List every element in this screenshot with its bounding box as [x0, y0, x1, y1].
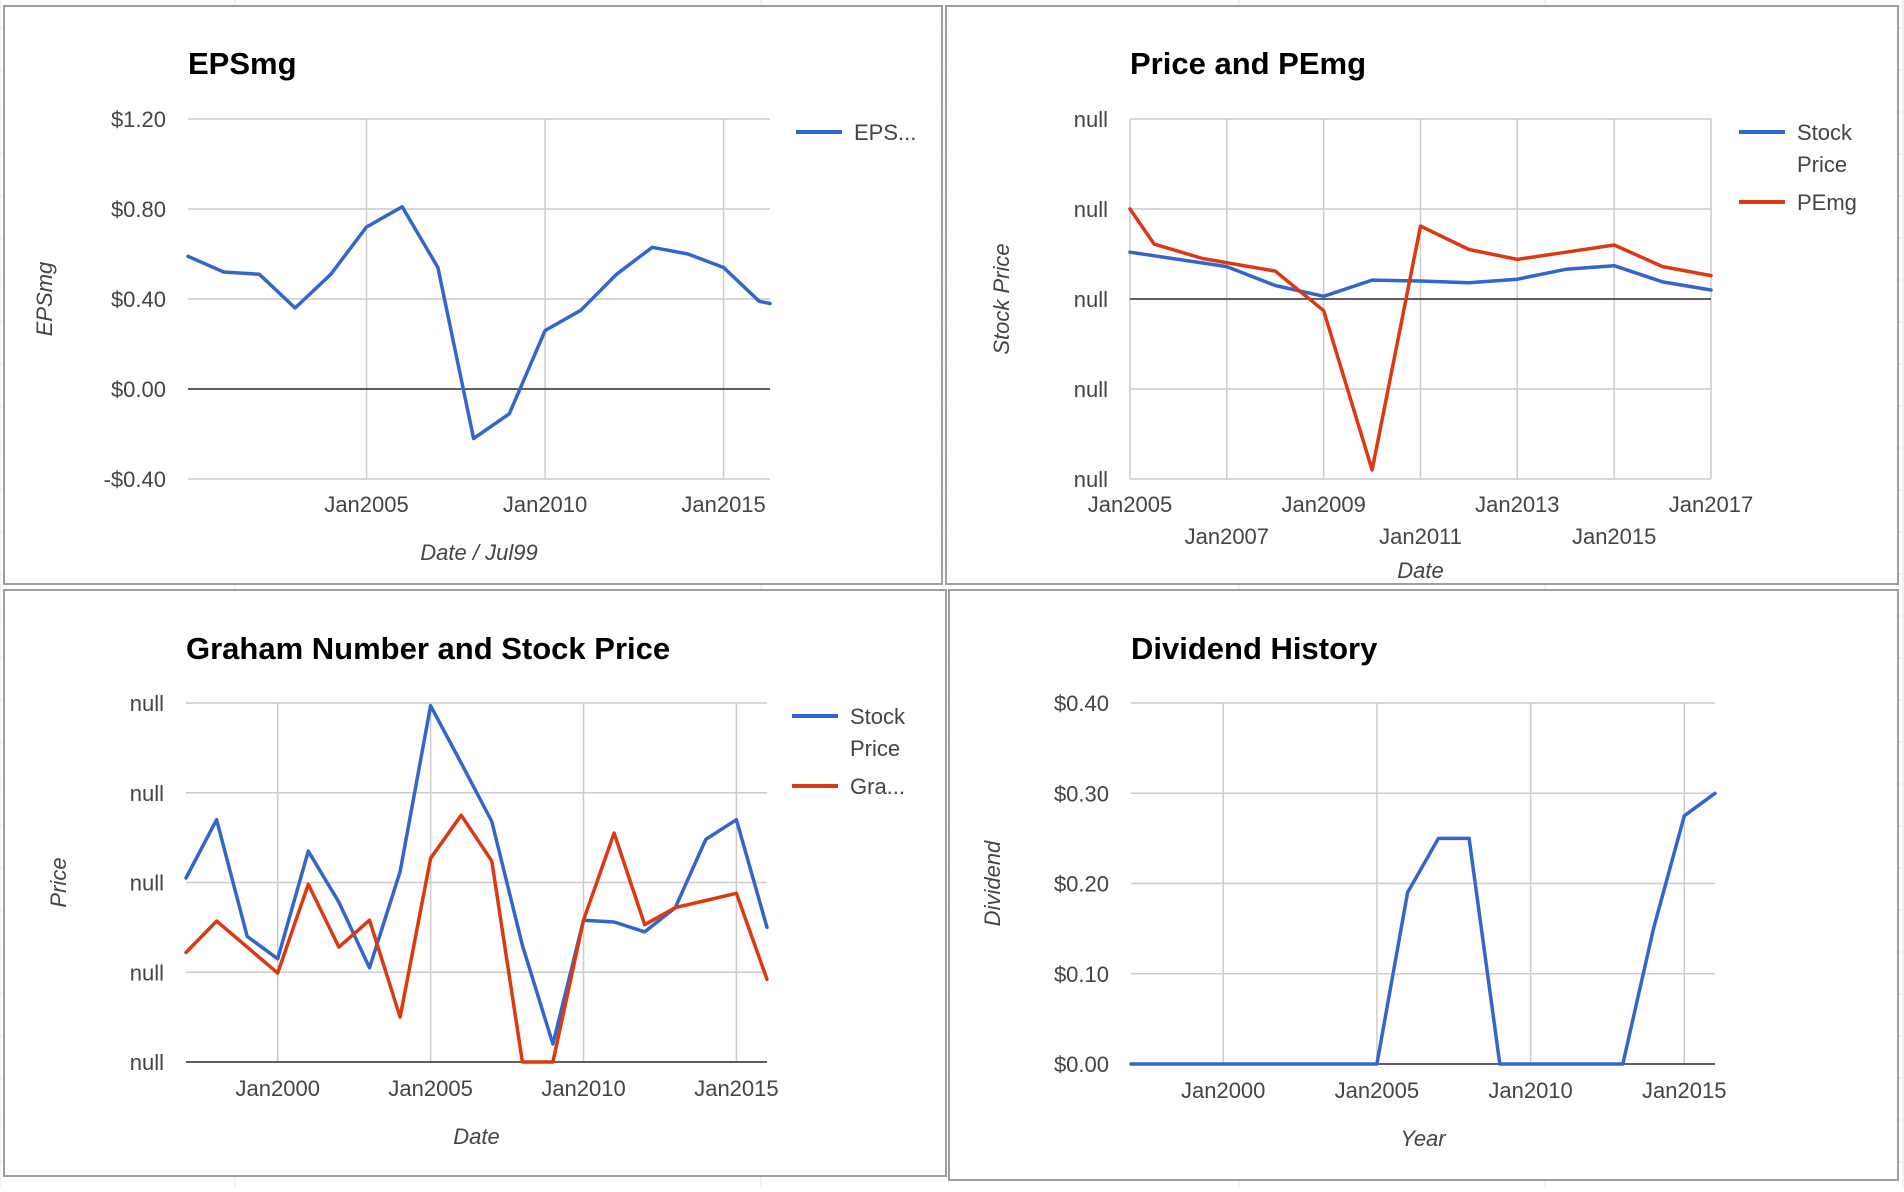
y-tick-label: $0.40 — [1054, 691, 1109, 716]
legend-label: Gra... — [850, 774, 905, 799]
legend-item[interactable]: Stock Price — [792, 704, 906, 761]
x-tick-label: Jan2015 — [694, 1076, 778, 1101]
x-tick-label: Jan2015 — [1642, 1078, 1726, 1103]
chart-panel[interactable] — [3, 5, 943, 585]
x-tick-label: Jan2011 — [1379, 524, 1462, 549]
y-tick-label: null — [1074, 467, 1108, 492]
series-line-1[interactable] — [1129, 791, 1717, 1066]
y-tick-label: $0.20 — [1054, 872, 1109, 897]
chart-title: Dividend History — [1131, 631, 1378, 666]
y-axis-title: EPSmg — [32, 261, 57, 336]
chart-graham: Graham Number and Stock Price null null nul… — [3, 589, 947, 1177]
x-axis-title: Date — [1397, 558, 1443, 583]
x-tick-label: Jan2007 — [1185, 524, 1269, 549]
x-tick-label: Jan2017 — [1669, 492, 1753, 517]
y-tick-label: $1.20 — [111, 107, 166, 132]
chart-epsmg: EPSmg $1.20 $0.80 $0.40 $0.00 -$0.40 Jan2005 Ja… — [3, 5, 943, 585]
x-tick-label: Jan2005 — [1088, 492, 1172, 517]
y-tick-label: $0.80 — [111, 197, 166, 222]
chart-panel[interactable] — [945, 5, 1899, 585]
x-tick-label: Jan2009 — [1281, 492, 1365, 517]
y-tick-label: null — [1074, 287, 1108, 312]
y-tick-label: null — [130, 960, 164, 985]
y-tick-label: null — [130, 871, 164, 896]
legend-item[interactable]: EPS... — [796, 120, 916, 145]
y-tick-label: $0.00 — [1054, 1052, 1109, 1077]
chart-dividend: Dividend History $0.40 $0.30 $0.20 $0.10 $0.0… — [948, 589, 1899, 1181]
legend-label: Stock — [1797, 120, 1853, 145]
x-tick-label: Jan2005 — [1335, 1078, 1419, 1103]
y-tick-label: $0.40 — [111, 287, 166, 312]
chart-title: EPSmg — [188, 46, 297, 81]
legend-label: PEmg — [1797, 190, 1857, 215]
chart-price-pemg: Price and PEmgnullnullnullnullnullJan200… — [945, 5, 1899, 585]
x-axis-title: Date — [453, 1124, 499, 1149]
legend-label: EPS... — [854, 120, 916, 145]
x-tick-label: Jan2005 — [324, 492, 408, 517]
y-tick-label: null — [130, 691, 164, 716]
x-tick-label: Jan2010 — [1488, 1078, 1572, 1103]
x-tick-label: Jan2000 — [236, 1076, 320, 1101]
y-tick-label: null — [1074, 107, 1108, 132]
series-line-2[interactable] — [184, 813, 769, 1064]
y-axis-title: Stock Price — [989, 243, 1014, 354]
x-tick-label: Jan2005 — [388, 1076, 472, 1101]
x-axis-title: Year — [1400, 1126, 1447, 1151]
x-tick-label: Jan2013 — [1475, 492, 1559, 517]
y-tick-label: null — [1074, 377, 1108, 402]
series-line-1[interactable] — [186, 205, 772, 441]
x-tick-label: Jan2000 — [1181, 1078, 1265, 1103]
y-tick-label: null — [130, 781, 164, 806]
chart-title: Graham Number and Stock Price — [186, 631, 670, 666]
legend-label: Price — [1797, 152, 1847, 177]
legend-item[interactable]: Gra... — [792, 774, 905, 799]
chart-title: Price and PEmg — [1130, 46, 1366, 81]
series-line-2[interactable] — [1128, 207, 1713, 472]
y-axis-title: Price — [46, 857, 71, 907]
y-tick-label: $0.30 — [1054, 781, 1109, 806]
y-axis-title: Dividend — [980, 840, 1005, 926]
x-tick-label: Jan2015 — [1572, 524, 1656, 549]
x-axis-title: Date / Jul99 — [420, 540, 537, 565]
x-tick-label: Jan2010 — [541, 1076, 625, 1101]
y-tick-label: null — [130, 1050, 164, 1075]
y-tick-label: $0.10 — [1054, 962, 1109, 987]
legend-label: Stock — [850, 704, 906, 729]
legend-label: Price — [850, 736, 900, 761]
series-line-1[interactable] — [1128, 250, 1713, 299]
legend-item[interactable]: PEmg — [1739, 190, 1857, 215]
x-tick-label: Jan2010 — [503, 492, 587, 517]
y-tick-label: -$0.40 — [104, 467, 166, 492]
y-tick-label: $0.00 — [111, 377, 166, 402]
legend-item[interactable]: Stock Price — [1739, 120, 1853, 177]
chart-panel[interactable] — [948, 589, 1899, 1181]
y-tick-label: null — [1074, 197, 1108, 222]
x-tick-label: Jan2015 — [681, 492, 765, 517]
